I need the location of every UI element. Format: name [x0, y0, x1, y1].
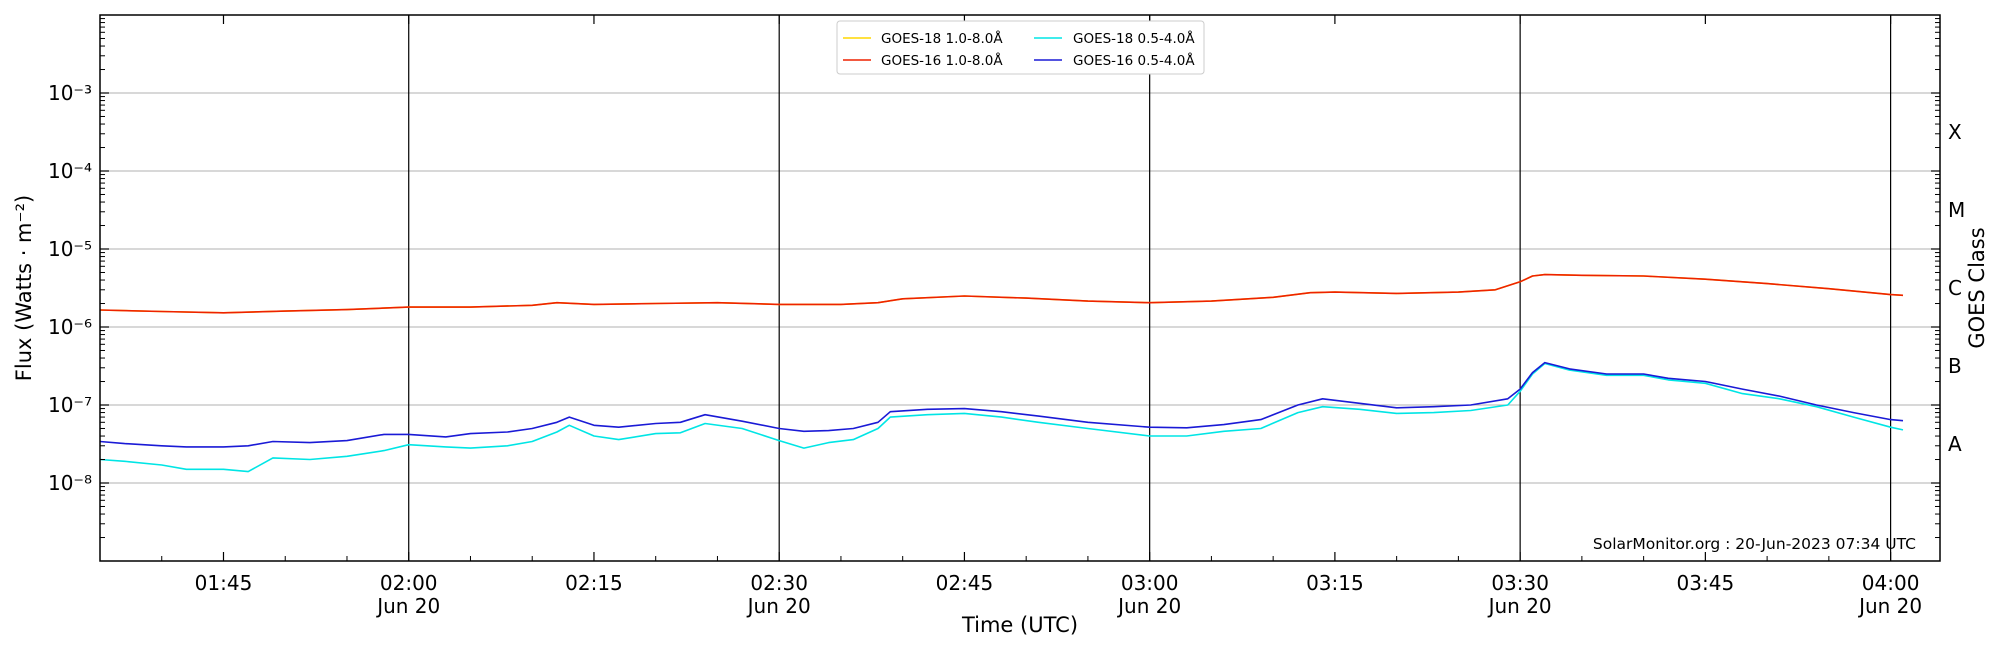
x-tick-date-label: Jun 20 — [1487, 594, 1552, 618]
series-layer — [99, 273, 1904, 473]
x-tick-label: 03:00 — [1121, 571, 1179, 595]
legend: GOES-18 1.0-8.0Å GOES-16 1.0-8.0Å GOES-1… — [836, 20, 1205, 75]
x-tick-date-label: Jun 20 — [375, 594, 440, 618]
goes-class-label: A — [1948, 432, 1962, 456]
goes-class-label: X — [1948, 120, 1962, 144]
legend-label-goes16-short: GOES-16 0.5-4.0Å — [1073, 52, 1195, 69]
y-tick-label: 10⁻⁸ — [48, 471, 92, 495]
x-tick-date-label: Jun 20 — [1116, 594, 1181, 618]
y-tick-label: 10⁻³ — [48, 81, 92, 105]
x-tick-label: 02:45 — [936, 571, 994, 595]
legend-label-goes18-long: GOES-18 1.0-8.0Å — [881, 30, 1003, 47]
y-tick-label: 10⁻⁵ — [48, 237, 92, 261]
series-line-3 — [99, 361, 1904, 448]
goes-class-label: M — [1948, 198, 1965, 222]
day-lines — [408, 15, 1892, 561]
right-axis-title: GOES Class — [1965, 227, 1989, 348]
series-line-2 — [99, 362, 1904, 473]
x-tick-date-label: Jun 20 — [1857, 594, 1922, 618]
series-line-0 — [99, 273, 1904, 314]
x-tick-label: 03:45 — [1677, 571, 1735, 595]
x-tick-label: 02:00 — [380, 571, 438, 595]
x-tick-label: 02:30 — [750, 571, 808, 595]
x-tick-date-label: Jun 20 — [746, 594, 811, 618]
x-tick-label: 01:45 — [195, 571, 253, 595]
y-tick-label: 10⁻⁴ — [48, 159, 92, 183]
x-tick-label: 03:15 — [1306, 571, 1364, 595]
y-tick-label: 10⁻⁷ — [48, 393, 92, 417]
series-line-1 — [99, 273, 1904, 314]
goes-class-label: C — [1948, 276, 1962, 300]
plot-frame — [99, 14, 1941, 562]
legend-label-goes16-long: GOES-16 1.0-8.0Å — [881, 52, 1003, 69]
legend-label-goes18-short: GOES-18 0.5-4.0Å — [1073, 30, 1195, 47]
x-tick-label: 02:15 — [565, 571, 623, 595]
y-axis-title: Flux (Watts · m⁻²) — [12, 195, 36, 381]
legend-box — [836, 20, 1205, 75]
grid-layer — [100, 92, 1940, 484]
x-axis-title: Time (UTC) — [961, 613, 1078, 637]
x-tick-label: 03:30 — [1491, 571, 1549, 595]
credit-text: SolarMonitor.org : 20-Jun-2023 07:34 UTC — [1593, 535, 1916, 553]
goes-class-label: B — [1948, 354, 1962, 378]
x-tick-label: 04:00 — [1862, 571, 1920, 595]
y-tick-label: 10⁻⁶ — [48, 315, 92, 339]
